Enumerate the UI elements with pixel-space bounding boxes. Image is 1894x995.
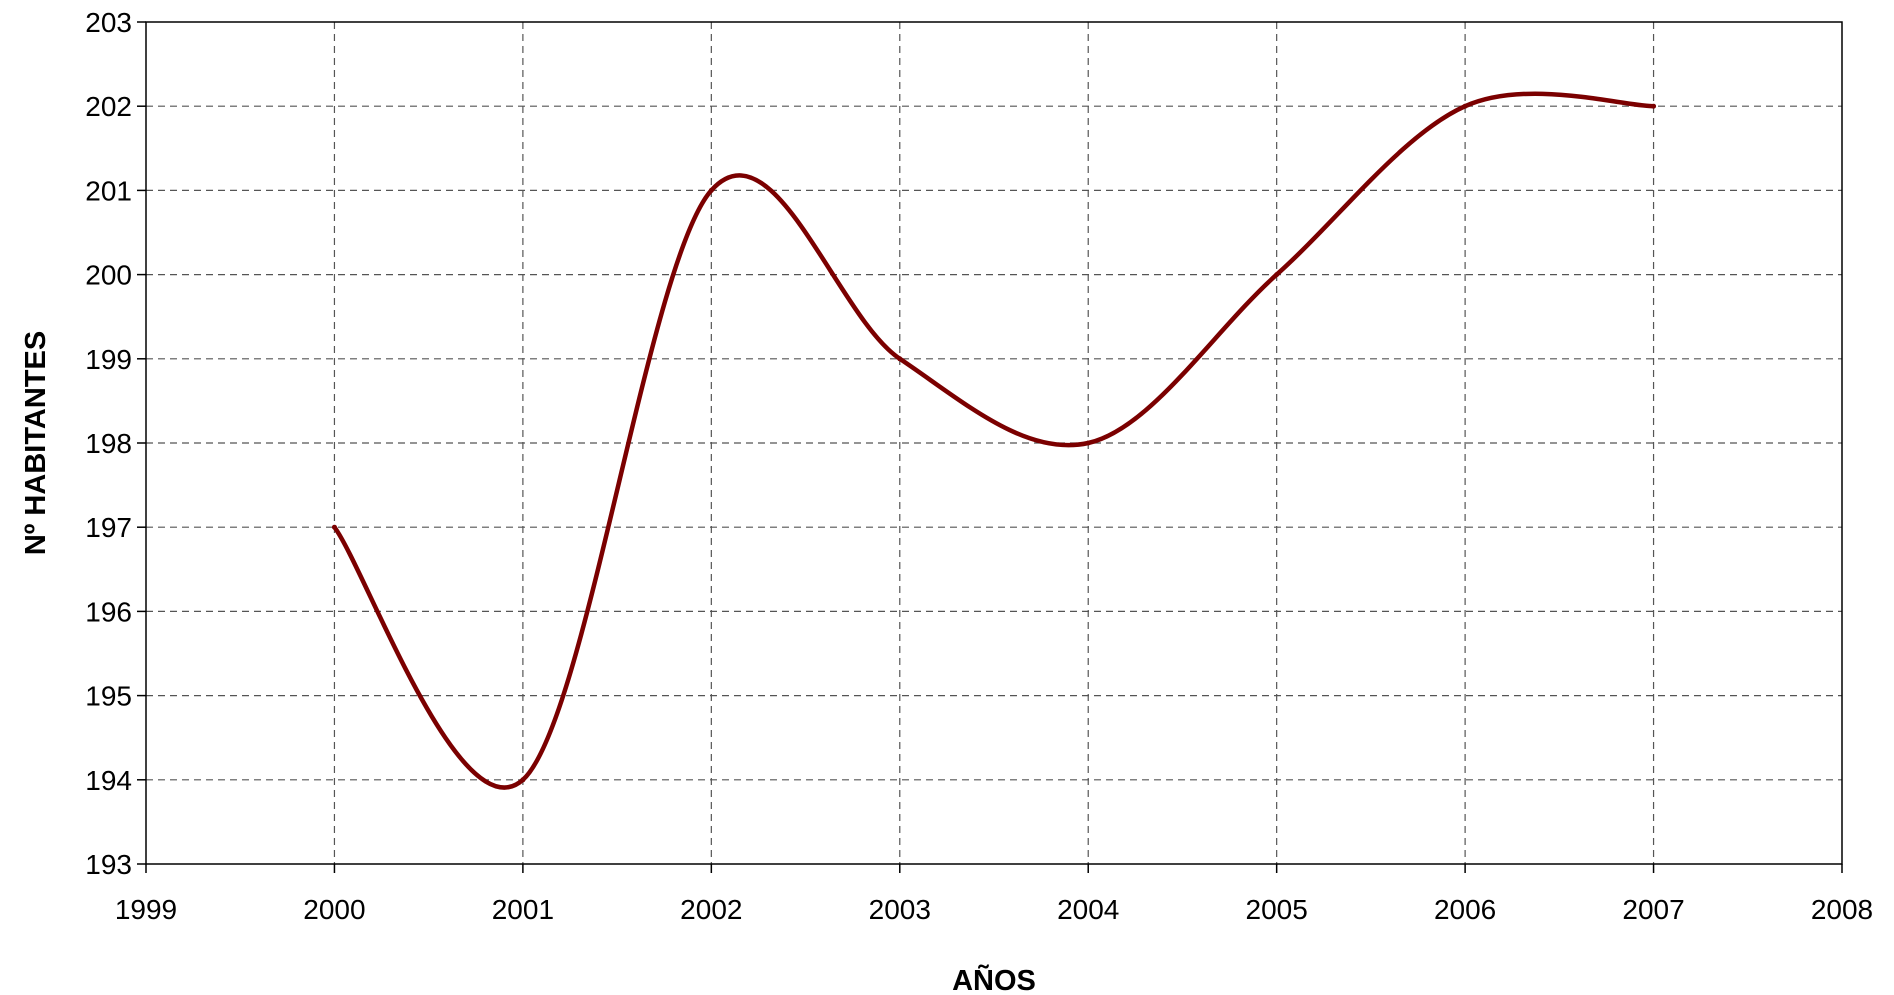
data-point <box>331 524 337 530</box>
data-point <box>1651 103 1657 109</box>
y-tick-label: 200 <box>85 260 132 291</box>
x-tick-label: 2000 <box>303 894 365 925</box>
x-tick-label: 2006 <box>1434 894 1496 925</box>
data-point <box>1274 272 1280 278</box>
data-point <box>520 777 526 783</box>
y-tick-label: 203 <box>85 7 132 38</box>
x-tick-label: 2007 <box>1622 894 1684 925</box>
x-axis-title: AÑOS <box>952 963 1036 995</box>
axes <box>137 21 1843 873</box>
x-tick-label: 2008 <box>1811 894 1873 925</box>
data-point <box>897 356 903 362</box>
x-tick-label: 2001 <box>492 894 554 925</box>
y-tick-label: 202 <box>85 91 132 122</box>
gridlines <box>146 22 1842 864</box>
y-tick-label: 198 <box>85 428 132 459</box>
y-tick-label: 199 <box>85 344 132 375</box>
data-point <box>708 187 714 193</box>
x-tick-label: 2003 <box>869 894 931 925</box>
x-tick-label: 2004 <box>1057 894 1119 925</box>
y-tick-label: 197 <box>85 512 132 543</box>
x-tick-label: 2005 <box>1246 894 1308 925</box>
y-tick-label: 194 <box>85 765 132 796</box>
data-point <box>1462 103 1468 109</box>
x-tick-label: 2002 <box>680 894 742 925</box>
tick-labels: 193 194 195 196 197 198 199 200 201 202 203 1999 200… <box>85 7 1873 925</box>
y-axis-title: Nº HABITANTES <box>20 331 52 555</box>
x-tick-label: 1999 <box>115 894 177 925</box>
y-tick-label: 193 <box>85 849 132 880</box>
y-tick-label: 201 <box>85 175 132 206</box>
y-tick-label: 195 <box>85 681 132 712</box>
y-tick-label: 196 <box>85 596 132 627</box>
data-series <box>331 91 1657 790</box>
data-point <box>1085 440 1091 446</box>
